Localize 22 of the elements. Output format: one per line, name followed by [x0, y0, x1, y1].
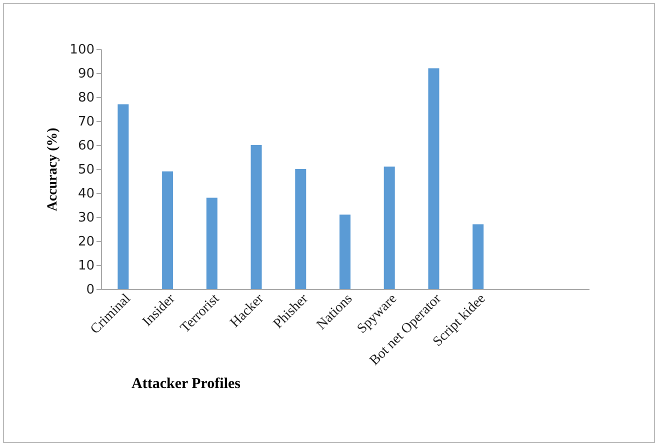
y-tick-label: 20: [78, 234, 94, 250]
y-axis-title: Accuracy (%): [46, 127, 61, 212]
bar: [384, 166, 395, 289]
y-tick-label: 60: [78, 138, 94, 154]
y-tick-label: 100: [70, 42, 94, 58]
y-tick-label: 10: [78, 258, 94, 274]
bar: [250, 145, 262, 289]
bar: [428, 68, 440, 289]
y-tick-label: 0: [86, 282, 94, 298]
bar: [206, 198, 218, 289]
x-axis-title: Attacker Profiles: [132, 376, 241, 392]
y-tick-label: 40: [78, 186, 94, 202]
y-tick-label: 30: [78, 210, 94, 226]
bar: [472, 224, 484, 289]
y-tick-label: 90: [78, 66, 94, 82]
y-tick-label: 50: [78, 162, 94, 178]
y-tick-label: 80: [78, 90, 94, 106]
y-tick-label: 70: [78, 114, 94, 130]
bar: [340, 214, 350, 289]
bar: [162, 171, 174, 289]
bar: [118, 104, 129, 289]
bar: [295, 169, 306, 289]
